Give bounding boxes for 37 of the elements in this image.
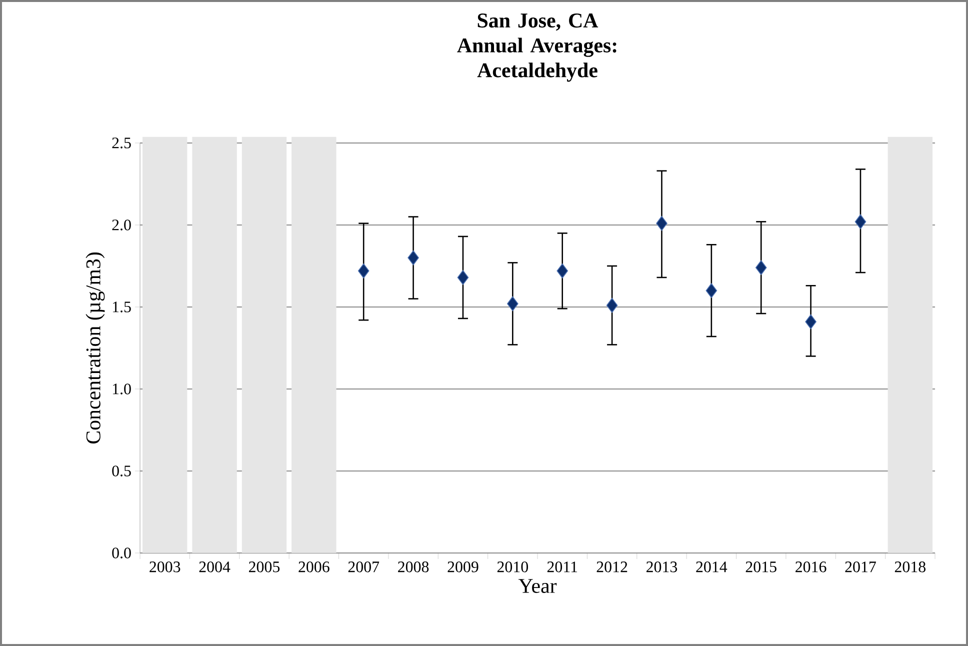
point [408,250,419,266]
y-tick-label: 1.5 [112,302,131,312]
y-tick-label: 0.5 [112,466,131,476]
x-tick-label: 2011 [547,562,578,572]
x-tick-label: 2009 [448,562,478,572]
point [507,296,518,312]
x-tick-label: 2003 [150,562,180,572]
x-tick-label: 2014 [696,562,728,572]
x-axis-title: Year [518,579,557,594]
point [706,283,718,298]
x-tick-label: 2004 [199,562,230,572]
x-tick-label: 2007 [348,562,380,572]
y-tick-label: 0.0 [112,548,131,558]
point [556,264,568,278]
point [358,264,370,278]
y-tick-label: 2.5 [112,138,131,148]
x-tick-label: 2013 [646,562,678,572]
x-tick-label: 2016 [796,562,826,572]
point [805,314,816,330]
point [656,216,668,231]
x-tick-label: 2006 [298,562,330,572]
x-tick-label: 2012 [596,562,628,572]
point [606,298,618,313]
chart-title: San Jose, CA [478,14,598,31]
x-tick-label: 2010 [497,562,528,572]
chart-subtitle: Annual Averages: Acetaldehyde [457,38,616,82]
x-tick-label: 2005 [248,562,280,572]
y-tick-label: 2.0 [112,220,131,230]
y-axis-title: Concentration (µg/m3) [86,252,105,444]
point [457,270,469,285]
x-tick-label: 2017 [845,562,876,572]
x-tick-label: 2008 [398,562,429,572]
point [854,214,866,230]
x-tick-label: 2018 [894,562,926,572]
y-tick-label: 1.0 [112,384,131,394]
point [755,260,767,276]
x-tick-label: 2015 [746,562,776,572]
